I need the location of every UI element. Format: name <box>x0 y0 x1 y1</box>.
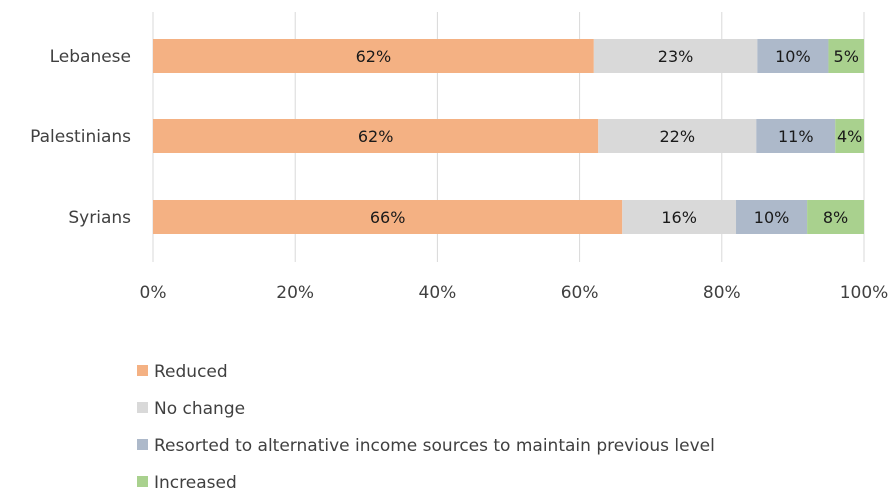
data-label-syrians-2: 10% <box>754 208 790 227</box>
data-label-lebanese-0: 62% <box>356 47 392 66</box>
data-label-syrians-3: 8% <box>823 208 848 227</box>
bars: 62% 23% 10% 5% 62% 22% 11% 4% 66% 16% 10% 8% <box>153 39 864 234</box>
legend: Reduced No change Resorted to alternative … <box>137 362 715 493</box>
x-tick-label-0: 0% <box>140 283 167 303</box>
legend-label-3: Increased <box>154 473 237 493</box>
data-label-lebanese-1: 23% <box>658 47 694 66</box>
legend-swatch-0 <box>137 365 148 376</box>
legend-swatch-2 <box>137 439 148 450</box>
legend-label-2: Resorted to alternative income sources t… <box>154 436 715 456</box>
data-label-lebanese-3: 5% <box>834 47 859 66</box>
x-tick-label-5: 100% <box>840 283 889 303</box>
category-label-syrians: Syrians <box>68 208 131 228</box>
x-tick-label-2: 40% <box>419 283 457 303</box>
legend-label-0: Reduced <box>154 362 228 382</box>
x-tick-label-3: 60% <box>561 283 599 303</box>
data-label-palestinians-1: 22% <box>659 127 695 146</box>
x-axis-tick-labels: 0% 20% 40% 60% 80% 100% <box>140 283 889 303</box>
legend-swatch-1 <box>137 402 148 413</box>
legend-label-1: No change <box>154 399 245 419</box>
data-label-palestinians-0: 62% <box>358 127 394 146</box>
x-tick-label-4: 80% <box>703 283 741 303</box>
data-label-syrians-1: 16% <box>661 208 697 227</box>
category-label-palestinians: Palestinians <box>30 127 131 147</box>
x-tick-label-1: 20% <box>276 283 314 303</box>
data-label-lebanese-2: 10% <box>775 47 811 66</box>
category-labels: Lebanese Palestinians Syrians <box>30 47 131 228</box>
legend-swatch-3 <box>137 476 148 487</box>
data-label-syrians-0: 66% <box>370 208 406 227</box>
data-label-palestinians-2: 11% <box>778 127 814 146</box>
data-label-palestinians-3: 4% <box>837 127 862 146</box>
category-label-lebanese: Lebanese <box>50 47 131 67</box>
